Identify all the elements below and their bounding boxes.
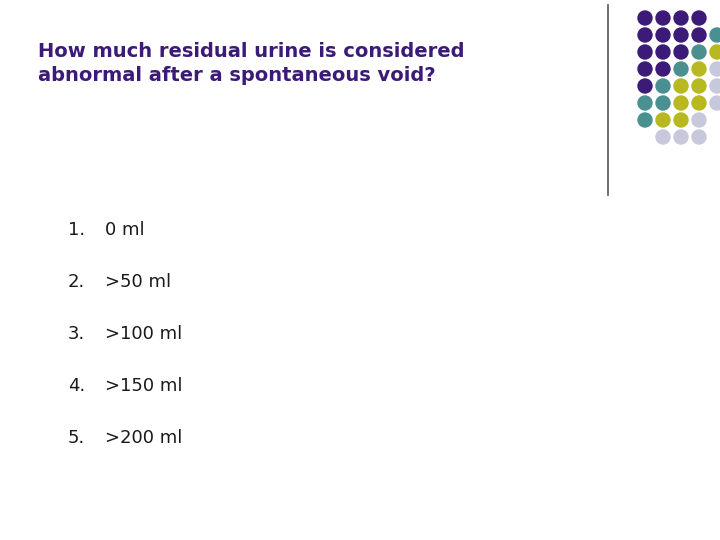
Text: How much residual urine is considered
abnormal after a spontaneous void?: How much residual urine is considered ab…	[38, 42, 464, 85]
Circle shape	[656, 11, 670, 25]
Circle shape	[692, 79, 706, 93]
Circle shape	[710, 28, 720, 42]
Circle shape	[674, 62, 688, 76]
Circle shape	[710, 79, 720, 93]
Text: 1.: 1.	[68, 221, 85, 239]
Text: 5.: 5.	[68, 429, 85, 447]
Circle shape	[638, 62, 652, 76]
Circle shape	[674, 113, 688, 127]
Text: >50 ml: >50 ml	[105, 273, 171, 291]
Circle shape	[710, 45, 720, 59]
Circle shape	[674, 96, 688, 110]
Circle shape	[692, 11, 706, 25]
Circle shape	[692, 62, 706, 76]
Circle shape	[638, 11, 652, 25]
Circle shape	[656, 113, 670, 127]
Circle shape	[710, 62, 720, 76]
Circle shape	[656, 45, 670, 59]
Circle shape	[638, 79, 652, 93]
Circle shape	[638, 28, 652, 42]
Circle shape	[638, 113, 652, 127]
Circle shape	[692, 113, 706, 127]
Text: >200 ml: >200 ml	[105, 429, 182, 447]
Circle shape	[692, 130, 706, 144]
Text: 3.: 3.	[68, 325, 85, 343]
Text: >150 ml: >150 ml	[105, 377, 182, 395]
Text: 4.: 4.	[68, 377, 85, 395]
Circle shape	[674, 11, 688, 25]
Text: 0 ml: 0 ml	[105, 221, 145, 239]
Text: 2.: 2.	[68, 273, 85, 291]
Circle shape	[674, 79, 688, 93]
Circle shape	[638, 96, 652, 110]
Text: >100 ml: >100 ml	[105, 325, 182, 343]
Circle shape	[674, 28, 688, 42]
Circle shape	[710, 96, 720, 110]
Circle shape	[656, 62, 670, 76]
Circle shape	[692, 96, 706, 110]
Circle shape	[656, 28, 670, 42]
Circle shape	[692, 28, 706, 42]
Circle shape	[674, 130, 688, 144]
Circle shape	[674, 45, 688, 59]
Circle shape	[638, 45, 652, 59]
Circle shape	[656, 96, 670, 110]
Circle shape	[656, 130, 670, 144]
Circle shape	[692, 45, 706, 59]
Circle shape	[656, 79, 670, 93]
